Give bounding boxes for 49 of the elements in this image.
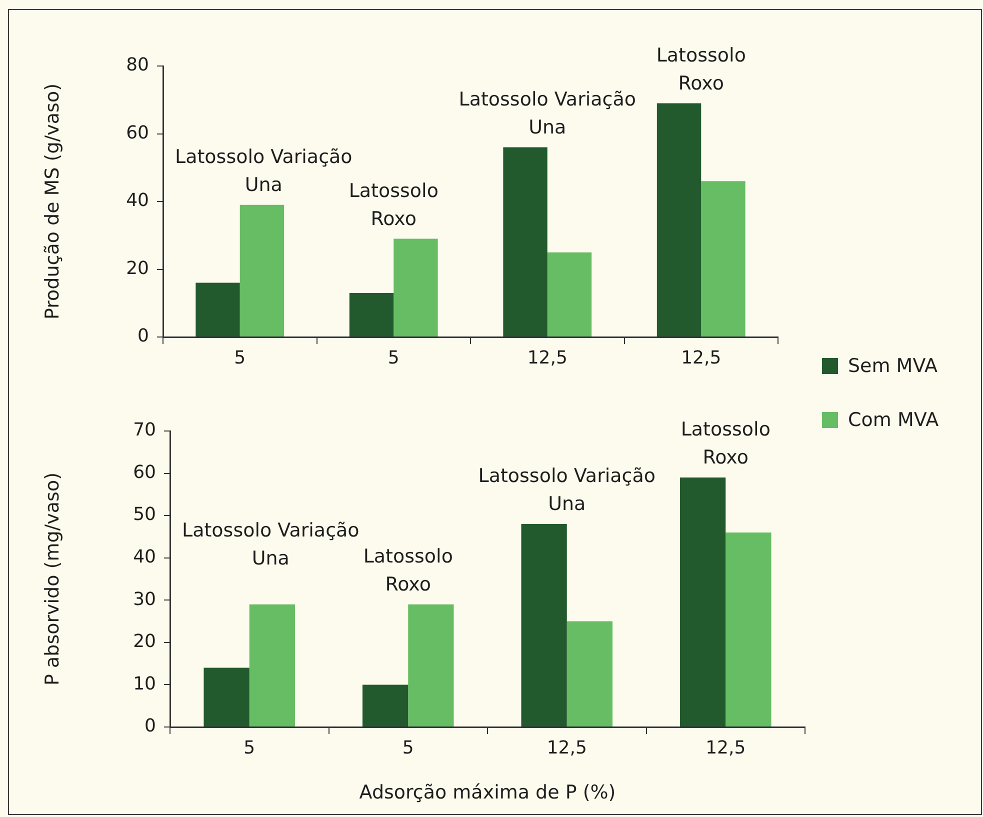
y-tick-label: 10 [133,673,156,694]
x-tick-label: 5 [244,737,256,758]
x-tick-label: 5 [234,347,246,368]
y-tick-label: 20 [133,631,156,652]
bar [503,147,548,336]
y-axis-title: P absorvido (mg/vaso) [41,472,64,686]
y-tick-label: 80 [126,54,149,76]
x-axis-title: Adsorção máxima de P (%) [359,782,616,804]
bar [680,478,726,726]
y-tick-label: 0 [138,326,149,347]
y-tick-label: 40 [126,190,149,212]
bar [656,103,702,336]
y-tick-label: 0 [144,716,156,737]
x-tick-label: 5 [402,737,414,758]
annotation: Latossolo Roxo [363,545,453,596]
y-tick-label: 50 [133,504,156,526]
y-tick-label: 70 [133,420,156,441]
bar [547,252,592,336]
bar [394,238,438,336]
y-tick-label: 30 [133,588,156,610]
bar [701,181,746,336]
annotation: Latossolo Variação Una [458,88,636,138]
annotation: Latossolo Roxo [656,44,746,94]
bar [249,604,296,726]
annotation: Latossolo Variação Una [478,465,656,516]
legend-label: Sem MVA [848,355,938,377]
y-tick-label: 20 [126,258,149,279]
x-tick-label: 12,5 [527,347,568,368]
bar [204,668,250,726]
bar [196,282,240,336]
y-tick-label: 60 [126,122,149,144]
y-tick-label: 60 [133,462,156,483]
x-tick-label: 12,5 [546,737,587,758]
bar [349,292,394,336]
x-tick-label: 5 [388,347,400,368]
annotation: Latossolo Roxo [348,180,438,230]
x-tick-label: 12,5 [681,347,722,368]
y-tick-label: 40 [133,546,156,568]
annotation: Latossolo Roxo [680,418,770,469]
annotation: Latossolo Variação Una [182,519,360,570]
bar [566,621,613,726]
y-axis-title: Produção de MS (g/vaso) [41,84,64,320]
legend-label: Com MVA [848,409,939,431]
bar [362,684,408,726]
bar [240,204,284,336]
x-tick-label: 12,5 [706,737,746,758]
bar [408,604,454,726]
bar [521,524,567,726]
bar [726,532,772,726]
